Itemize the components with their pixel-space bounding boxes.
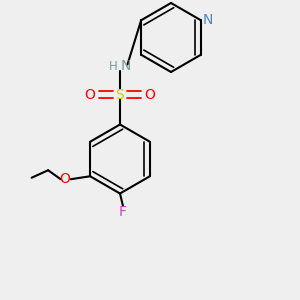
Text: N: N	[202, 13, 213, 27]
Text: O: O	[145, 88, 155, 101]
Text: H: H	[109, 59, 118, 73]
Text: N: N	[120, 59, 130, 73]
Text: S: S	[116, 88, 124, 101]
Text: O: O	[85, 88, 95, 101]
Text: O: O	[59, 172, 70, 186]
Text: F: F	[119, 205, 127, 218]
